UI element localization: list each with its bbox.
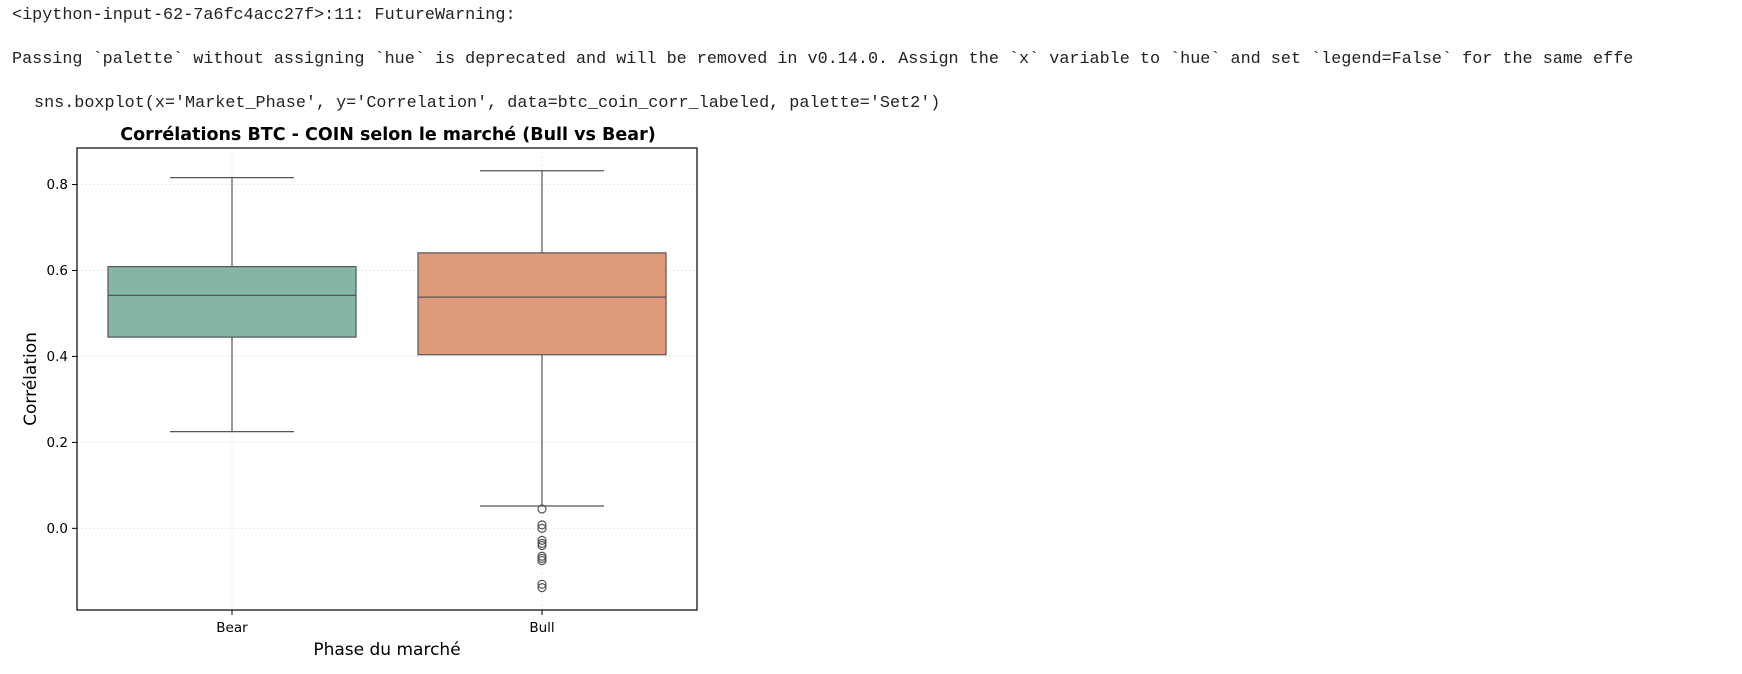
x-axis-label: Phase du marché	[313, 640, 460, 660]
outlier-point	[537, 520, 547, 530]
y-axis-ticks: 0.0 0.2 0.4 0.6 0.8	[47, 177, 77, 537]
warning-message: Passing `palette` without assigning `hue…	[12, 50, 1634, 69]
outlier-point	[537, 583, 547, 593]
outlier-point	[537, 555, 547, 566]
box-bear	[107, 177, 357, 433]
outlier-point	[537, 504, 547, 514]
boxplot-chart: Corrélations BTC - COIN selon le marché …	[21, 125, 698, 660]
y-tick-label: 0.0	[47, 521, 68, 537]
y-tick-label: 0.4	[47, 349, 68, 365]
plot-frame	[76, 147, 698, 611]
box-bull	[417, 170, 667, 593]
box-layer	[107, 170, 667, 593]
chart-title: Corrélations BTC - COIN selon le marché …	[120, 125, 655, 145]
grid-lines	[77, 148, 697, 610]
y-tick-label: 0.6	[47, 263, 68, 279]
outlier-point	[537, 535, 547, 545]
outlier-point	[537, 579, 547, 589]
warning-header: <ipython-input-62-7a6fc4acc27f>:11: Futu…	[12, 6, 516, 25]
y-tick-label: 0.2	[47, 435, 68, 451]
x-tick-label: Bull	[529, 620, 554, 636]
outlier-point	[537, 540, 547, 551]
y-axis-label: Corrélation	[21, 332, 41, 426]
iqr-box	[417, 252, 667, 356]
iqr-box	[107, 266, 357, 338]
x-axis-ticks: Bear Bull	[216, 610, 555, 636]
code-line: sns.boxplot(x='Market_Phase', y='Correla…	[34, 94, 941, 113]
x-tick-label: Bear	[216, 620, 248, 636]
y-tick-label: 0.8	[47, 177, 68, 193]
outlier-point	[537, 523, 547, 533]
